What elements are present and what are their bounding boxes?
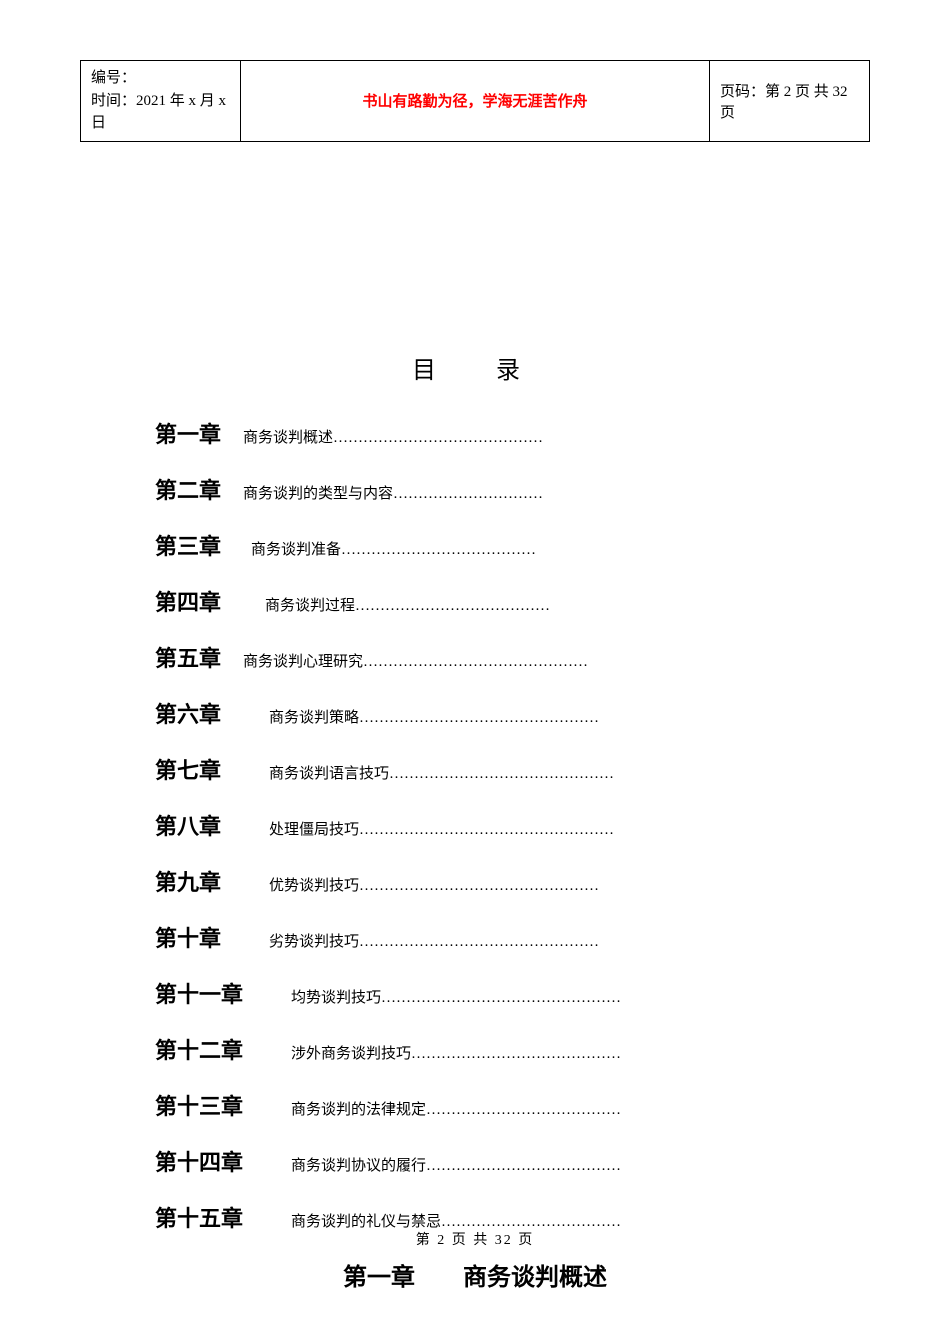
time-label: 时间：2021 年 x 月 x 日 — [91, 90, 230, 135]
serial-label: 编号： — [91, 67, 230, 90]
toc-chapter-desc: 劣势谈判技巧………………………………………… — [269, 930, 599, 951]
toc-chapter-label: 第十二章 — [155, 1033, 243, 1065]
toc-chapter-label: 第六章 — [155, 697, 221, 729]
toc-item: 第十四章 商务谈判协议的履行………………………………… — [155, 1145, 795, 1177]
toc-chapter-label: 第三章 — [155, 529, 221, 561]
chapter-heading: 第一章 商务谈判概述 — [155, 1257, 795, 1292]
toc-chapter-desc: 商务谈判协议的履行………………………………… — [291, 1154, 621, 1175]
toc-chapter-label: 第二章 — [155, 473, 221, 505]
toc-chapter-desc: 商务谈判概述…………………………………… — [243, 426, 543, 447]
header-page-label: 页码：第 2 页 共 32 页 — [710, 61, 870, 142]
toc-chapter-label: 第五章 — [155, 641, 221, 673]
toc-item: 第十一章 均势谈判技巧………………………………………… — [155, 977, 795, 1009]
toc-item: 第二章 商务谈判的类型与内容………………………… — [155, 473, 795, 505]
toc-chapter-label: 第十一章 — [155, 977, 243, 1009]
toc-chapter-label: 第四章 — [155, 585, 221, 617]
toc-chapter-desc: 处理僵局技巧…………………………………………… — [269, 818, 614, 839]
toc-item: 第九章 优势谈判技巧………………………………………… — [155, 865, 795, 897]
toc-item: 第三章 商务谈判准备………………………………… — [155, 529, 795, 561]
toc-chapter-desc: 商务谈判语言技巧……………………………………… — [269, 762, 614, 783]
toc-item: 第五章 商务谈判心理研究……………………………………… — [155, 641, 795, 673]
toc-chapter-desc: 商务谈判的礼仪与禁忌……………………………… — [291, 1210, 621, 1231]
toc-chapter-desc: 均势谈判技巧………………………………………… — [291, 986, 621, 1007]
toc-item: 第七章 商务谈判语言技巧……………………………………… — [155, 753, 795, 785]
page-footer: 第 2 页 共 32 页 — [0, 1229, 950, 1249]
toc-item: 第十二章 涉外商务谈判技巧…………………………………… — [155, 1033, 795, 1065]
content-area: 目 录 第一章 商务谈判概述…………………………………… 第二章 商务谈判的类型与内容… — [155, 350, 795, 1292]
toc-chapter-label: 第十三章 — [155, 1089, 243, 1121]
toc-chapter-label: 第八章 — [155, 809, 221, 841]
header-left-cell: 编号： 时间：2021 年 x 月 x 日 — [81, 61, 241, 142]
toc-chapter-desc: 商务谈判过程………………………………… — [265, 594, 550, 615]
toc-title: 目 录 — [155, 350, 795, 385]
toc-chapter-label: 第九章 — [155, 865, 221, 897]
toc-item: 第四章 商务谈判过程………………………………… — [155, 585, 795, 617]
toc-chapter-label: 第十章 — [155, 921, 221, 953]
toc-chapter-desc: 商务谈判心理研究……………………………………… — [243, 650, 588, 671]
header-motto: 书山有路勤为径，学海无涯苦作舟 — [241, 61, 710, 142]
toc-list: 第一章 商务谈判概述…………………………………… 第二章 商务谈判的类型与内容…………… — [155, 417, 795, 1233]
toc-chapter-label: 第七章 — [155, 753, 221, 785]
toc-chapter-desc: 商务谈判策略………………………………………… — [269, 706, 599, 727]
toc-chapter-desc: 优势谈判技巧………………………………………… — [269, 874, 599, 895]
header-table: 编号： 时间：2021 年 x 月 x 日 书山有路勤为径，学海无涯苦作舟 页码… — [80, 60, 870, 142]
toc-item: 第八章 处理僵局技巧…………………………………………… — [155, 809, 795, 841]
toc-item: 第一章 商务谈判概述…………………………………… — [155, 417, 795, 449]
toc-chapter-desc: 商务谈判准备………………………………… — [251, 538, 536, 559]
toc-chapter-desc: 商务谈判的法律规定………………………………… — [291, 1098, 621, 1119]
toc-item: 第十章 劣势谈判技巧………………………………………… — [155, 921, 795, 953]
toc-chapter-label: 第一章 — [155, 417, 221, 449]
toc-chapter-label: 第十四章 — [155, 1145, 243, 1177]
toc-chapter-desc: 涉外商务谈判技巧…………………………………… — [291, 1042, 621, 1063]
toc-item: 第六章 商务谈判策略………………………………………… — [155, 697, 795, 729]
toc-chapter-desc: 商务谈判的类型与内容………………………… — [243, 482, 543, 503]
toc-item: 第十三章 商务谈判的法律规定………………………………… — [155, 1089, 795, 1121]
